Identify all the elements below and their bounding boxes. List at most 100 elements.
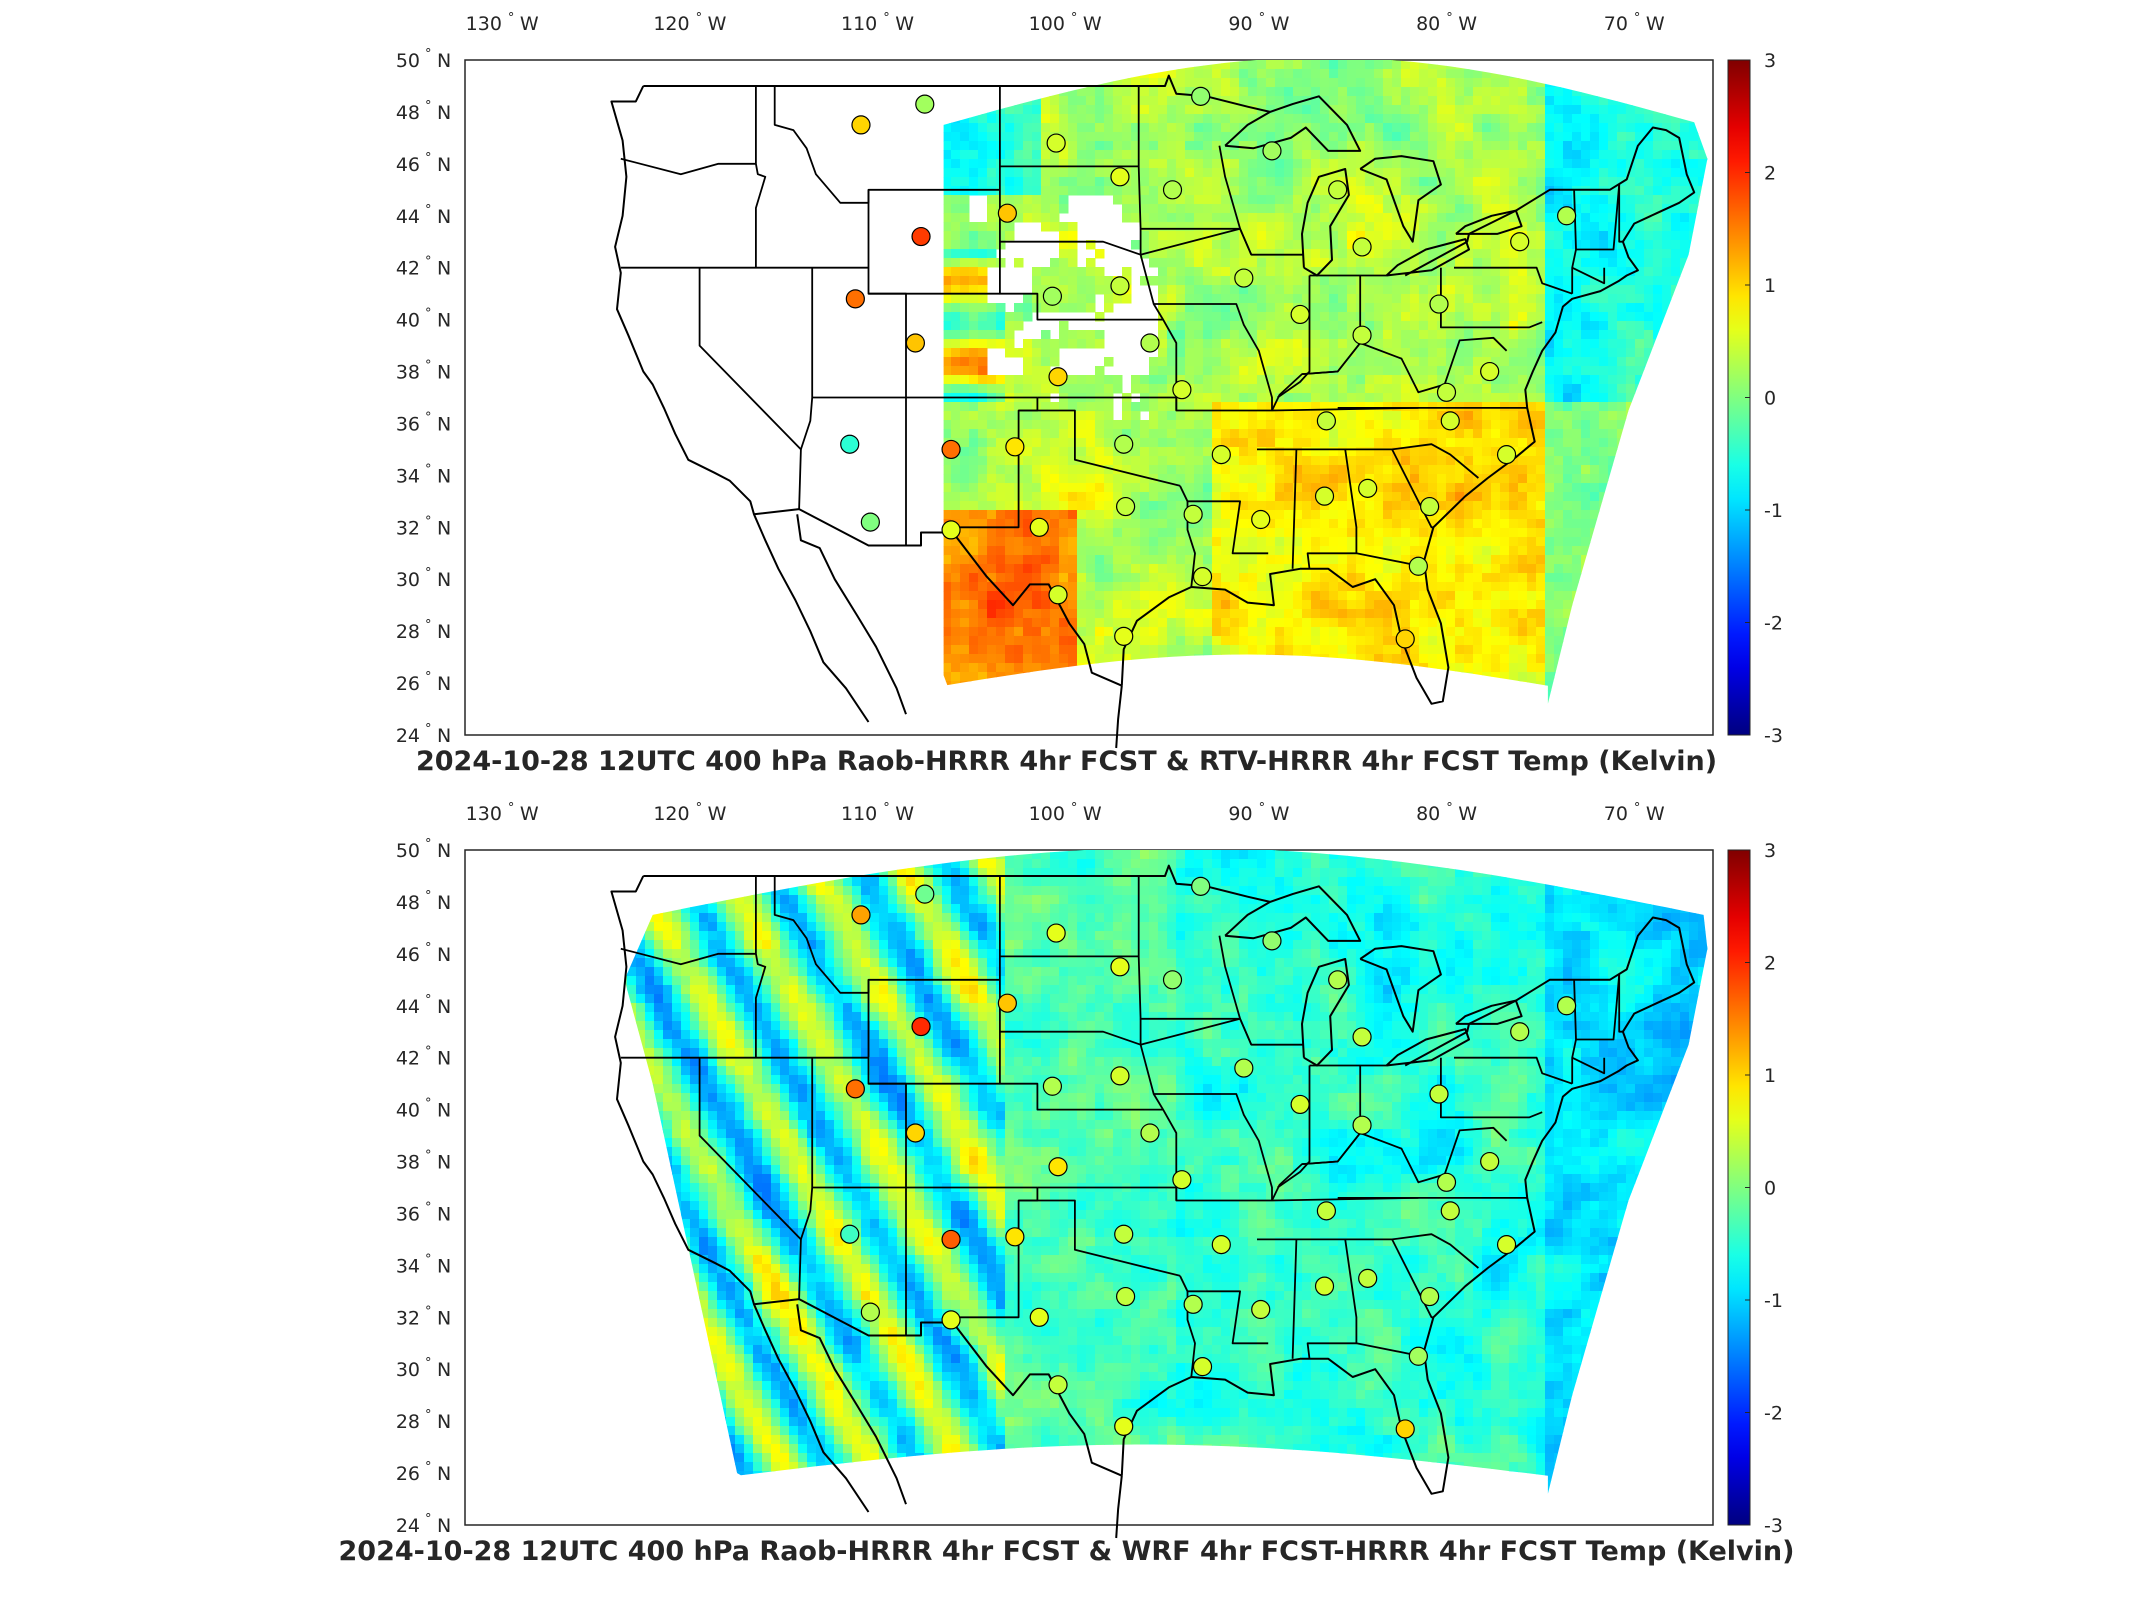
degree-symbol: ° [425, 618, 432, 633]
raob-station-dot [1162, 180, 1183, 200]
raob-station-dot [1046, 923, 1066, 943]
great-lake-outline [1455, 999, 1523, 1025]
state-boundary [1257, 443, 1479, 479]
degree-symbol: ° [425, 993, 432, 1008]
colorbar-tick-label: -3 [1764, 725, 1783, 747]
degree-symbol: ° [1446, 11, 1453, 26]
mexico-gulf-coast [1115, 685, 1123, 749]
raob-station-dot [941, 439, 961, 460]
raob-station-dot [1408, 556, 1428, 576]
longitude-tick-label: 80 [1416, 13, 1440, 35]
raob-station-dot [1314, 486, 1335, 506]
colorbar-tick-label: -1 [1764, 500, 1783, 522]
bottom-map-title: 2024-10-28 12UTC 400 hPa Raob-HRRR 4hr F… [0, 1536, 2133, 1567]
state-boundary [800, 267, 814, 450]
east-coastline [1120, 126, 1696, 705]
raob-station-dot [1005, 1227, 1025, 1247]
latitude-hemisphere-label: N [437, 310, 451, 332]
state-boundary [1018, 409, 1181, 487]
great-lake-outline [1359, 155, 1442, 243]
colorbar-tick-label: 3 [1764, 50, 1776, 72]
state-boundary [1454, 266, 1573, 295]
raob-station-dot [941, 1310, 961, 1330]
degree-symbol: ° [508, 801, 515, 816]
state-boundary [1391, 1238, 1434, 1319]
state-boundary [1571, 1056, 1606, 1075]
state-boundary [773, 86, 1000, 204]
longitude-tick-label: 70 [1604, 13, 1628, 35]
degree-symbol: ° [425, 566, 432, 581]
raob-station-dot [1046, 133, 1066, 153]
latitude-hemisphere-label: N [437, 1307, 451, 1329]
state-boundary [1018, 1199, 1181, 1277]
latitude-hemisphere-label: N [437, 206, 451, 228]
state-boundary [1576, 184, 1621, 251]
degree-symbol: ° [425, 1304, 432, 1319]
degree-symbol: ° [696, 801, 703, 816]
degree-symbol: ° [425, 462, 432, 477]
colorbar-tick-label: 0 [1764, 388, 1776, 410]
west-coastline [610, 875, 870, 1513]
state-boundary [1257, 1233, 1479, 1269]
latitude-tick-label: 40 [396, 1100, 420, 1122]
state-boundary [755, 86, 767, 268]
colorbar-tick-label: 2 [1764, 163, 1776, 185]
latitude-tick-label: 36 [396, 413, 420, 435]
longitude-hemisphere-label: W [708, 803, 727, 825]
latitude-hemisphere-label: N [437, 154, 451, 176]
latitude-hemisphere-label: N [437, 50, 451, 72]
state-boundary [1576, 974, 1621, 1041]
latitude-hemisphere-label: N [437, 1048, 451, 1070]
degree-symbol: ° [425, 359, 432, 374]
state-boundary [1139, 1044, 1178, 1201]
raob-station-dot [1048, 367, 1068, 387]
latitude-hemisphere-label: N [437, 1152, 451, 1174]
raob-station-dot [1211, 1235, 1231, 1255]
latitude-tick-label: 42 [396, 258, 420, 280]
raob-station-dot [1480, 361, 1500, 382]
raob-station-dot [1496, 1235, 1517, 1255]
state-boundary [698, 1057, 802, 1300]
colorbar-tick-label: -1 [1764, 1290, 1783, 1312]
longitude-tick-label: 130 [466, 13, 502, 35]
latitude-hemisphere-label: N [437, 1515, 451, 1537]
great-lake-outline [1359, 945, 1442, 1033]
degree-symbol: ° [425, 1512, 432, 1527]
latitude-hemisphere-label: N [437, 413, 451, 435]
state-boundary [620, 947, 756, 966]
raob-station-dot [851, 905, 871, 925]
state-boundary [1218, 935, 1253, 1046]
degree-symbol: ° [1259, 11, 1266, 26]
latitude-tick-label: 28 [396, 621, 420, 643]
raob-station-dot [1191, 86, 1211, 106]
colorbar-tick-label: 1 [1764, 275, 1776, 297]
degree-symbol: ° [425, 1408, 432, 1423]
raob-station-dot [941, 520, 961, 540]
state-boundary [1391, 448, 1434, 529]
raob-station-dot [1005, 437, 1025, 457]
longitude-hemisphere-label: W [708, 13, 727, 35]
raob-station-dot [1234, 268, 1254, 288]
degree-symbol: ° [425, 1045, 432, 1060]
raob-station-dot [851, 115, 871, 135]
longitude-tick-label: 100 [1029, 803, 1065, 825]
map-boundaries [610, 864, 1696, 1539]
raob-station-dot [905, 1123, 926, 1143]
raob-station-dot [911, 1016, 931, 1037]
latitude-hemisphere-label: N [437, 258, 451, 280]
raob-station-dot [1191, 876, 1211, 896]
latitude-tick-label: 48 [396, 102, 420, 124]
degree-symbol: ° [508, 11, 515, 26]
raob-station-dot [1352, 1115, 1372, 1135]
raob-station-dot [905, 333, 926, 353]
latitude-hemisphere-label: N [437, 621, 451, 643]
longitude-tick-label: 70 [1604, 803, 1628, 825]
latitude-hemisphere-label: N [437, 996, 451, 1018]
raob-station-dot [1262, 931, 1282, 951]
raob-station-dot [1140, 333, 1160, 353]
mexico-border [753, 508, 1123, 687]
longitude-tick-label: 130 [466, 803, 502, 825]
degree-symbol: ° [425, 889, 432, 904]
raob-station-dot [1314, 1276, 1335, 1296]
raob-station-dot [1114, 434, 1134, 454]
